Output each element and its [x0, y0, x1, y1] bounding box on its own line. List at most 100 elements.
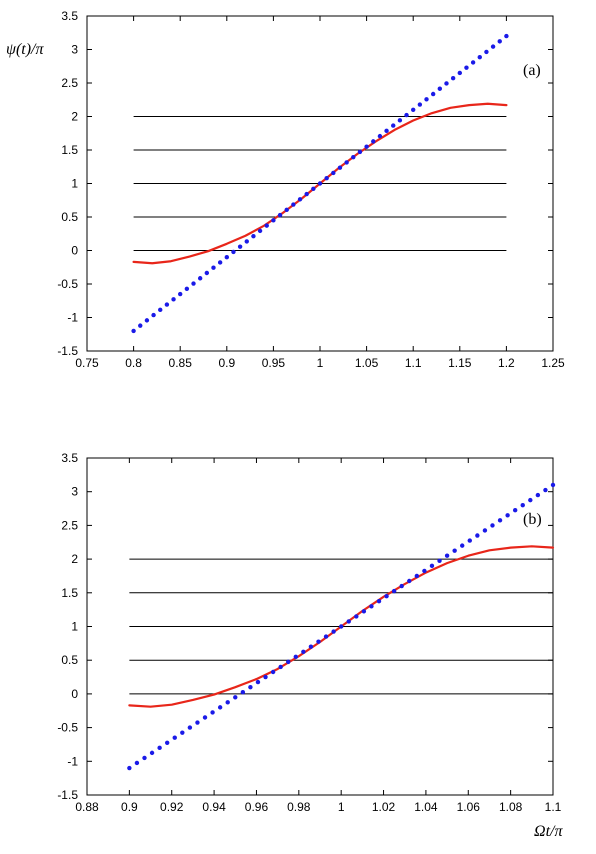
series-point	[149, 750, 155, 756]
series-point	[191, 281, 196, 286]
series-point	[369, 604, 374, 609]
series-point	[464, 65, 469, 70]
series-point	[263, 674, 268, 680]
series-point	[490, 523, 495, 528]
x-tick-label: 0.75	[75, 356, 99, 370]
series-point	[172, 735, 177, 740]
series-point	[535, 492, 541, 498]
x-tick-label: 0.9	[121, 800, 138, 814]
series-point	[490, 44, 496, 49]
series-point	[470, 60, 476, 65]
series-point	[278, 664, 283, 670]
series-point	[477, 54, 482, 60]
series-point	[357, 149, 363, 155]
series-point	[444, 553, 450, 558]
series-point	[171, 297, 176, 302]
y-tick-label: 2.5	[61, 518, 78, 532]
series-point	[482, 528, 488, 533]
series-point	[231, 249, 236, 255]
y-tick-label: 0	[71, 687, 78, 701]
series-point	[422, 568, 427, 574]
series-point	[407, 578, 412, 584]
series-point	[475, 533, 480, 538]
x-tick-label: 0.92	[160, 800, 184, 814]
series-point	[217, 260, 223, 265]
series-layer	[131, 33, 509, 334]
series-point	[323, 634, 329, 639]
x-tick-label: 1.1	[545, 800, 562, 814]
series-point	[210, 710, 215, 715]
y-tick-label: -1.5	[57, 344, 78, 358]
series-point	[248, 684, 253, 690]
series-point	[277, 212, 283, 218]
series-point	[180, 730, 185, 735]
series-point	[202, 715, 208, 720]
series-point	[444, 81, 449, 86]
x-tick-label: 0.98	[287, 800, 311, 814]
series-point	[257, 228, 263, 234]
x-tick-label: 1	[338, 800, 345, 814]
series-point	[286, 659, 291, 665]
series-point	[424, 97, 429, 102]
series-point	[391, 123, 396, 128]
series-point	[270, 669, 276, 675]
series-point	[244, 239, 249, 244]
series-point	[264, 223, 269, 228]
x-tick-label: 0.96	[245, 800, 269, 814]
series-point	[452, 548, 457, 553]
series-point	[324, 176, 329, 181]
series-point	[240, 690, 246, 695]
series-point	[178, 291, 183, 297]
series-point	[484, 49, 489, 55]
series-point	[411, 107, 416, 113]
series-point	[308, 644, 314, 649]
x-tick-label: 1.08	[499, 800, 523, 814]
y-tick-label: -1	[67, 311, 78, 325]
series-point	[354, 614, 359, 619]
series-point	[233, 695, 238, 700]
series-point	[134, 760, 140, 766]
series-point	[404, 112, 409, 118]
y-tick-label: -1	[67, 754, 78, 768]
y-tick-label: 2.5	[61, 76, 78, 90]
x-tick-label: 0.95	[262, 356, 286, 370]
series-point	[224, 255, 229, 260]
series-point	[512, 508, 518, 513]
y-axis-ticks: -1.5 -1 -0.5 0 0.5 1 1.5 2 2.5 3 3.5	[57, 9, 553, 358]
chart-panel-b: 0.88 0.9 0.92 0.94 0.96 0.98 1 1.02 1.04 1.06 1.08…	[57, 451, 563, 840]
x-tick-label: 0.85	[169, 356, 193, 370]
x-tick-label: 1.25	[541, 356, 565, 370]
y-tick-label: 0.5	[61, 210, 78, 224]
x-tick-label: 0.94	[202, 800, 226, 814]
series-point	[157, 745, 162, 751]
series-point	[414, 573, 420, 579]
series-point	[346, 619, 351, 624]
y-tick-label: 3.5	[61, 9, 78, 23]
series-point	[450, 76, 456, 81]
x-tick-label: 1.02	[372, 800, 396, 814]
series-point	[437, 86, 443, 91]
series-point	[293, 654, 298, 660]
x-axis-ticks: 0.75 0.8 0.85 0.9 0.95 1 1.05 1.1 1.15 1.2 1.25	[75, 16, 565, 370]
series-point	[187, 725, 193, 730]
series-point	[142, 755, 147, 761]
series-point	[197, 276, 203, 281]
series-point	[417, 102, 423, 107]
series-point	[344, 160, 349, 165]
y-tick-label: 3	[71, 43, 78, 57]
series-point	[497, 518, 503, 523]
series-point	[164, 740, 170, 745]
y-tick-label: 1	[71, 620, 78, 634]
series-point	[331, 629, 336, 634]
panel-label: (a)	[523, 62, 541, 79]
x-tick-label: 0.8	[125, 356, 142, 370]
y-tick-label: 0.5	[61, 653, 78, 667]
x-tick-label: 0.9	[218, 356, 235, 370]
y-tick-label: 2	[71, 552, 78, 566]
y-tick-label: -0.5	[57, 721, 78, 735]
x-tick-label: 0.88	[75, 800, 99, 814]
y-tick-label: 1	[71, 177, 78, 191]
series-point	[204, 270, 210, 276]
series-point	[364, 144, 369, 149]
